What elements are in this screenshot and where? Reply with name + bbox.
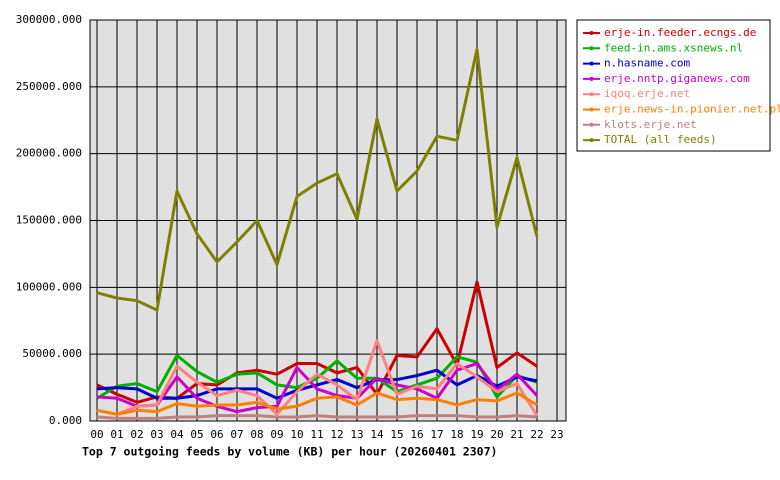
x-tick-label: 04 (170, 428, 184, 441)
series-line (96, 391, 538, 416)
x-tick-label: 05 (190, 428, 203, 441)
x-tick-label: 08 (250, 428, 263, 441)
y-tick-label: 250000.000 (16, 80, 82, 93)
legend-marker (589, 107, 594, 112)
x-tick-label: 09 (270, 428, 283, 441)
x-tick-label: 15 (390, 428, 403, 441)
x-tick-label: 19 (470, 428, 483, 441)
series-line (96, 354, 538, 400)
x-tick-label: 10 (290, 428, 303, 441)
x-tick-label: 02 (130, 428, 143, 441)
x-tick-label: 13 (350, 428, 363, 441)
y-tick-label: 0.000 (49, 414, 82, 427)
series-line (96, 47, 539, 312)
x-tick-label: 07 (230, 428, 243, 441)
y-tick-label: 200000.000 (16, 147, 82, 160)
y-tick-label: 150000.000 (16, 214, 82, 227)
series-line (96, 414, 538, 420)
legend-label: erje.news-in.pionier.net.pl (604, 103, 780, 116)
legend-marker (589, 138, 594, 143)
y-tick-label: 100000.000 (16, 280, 82, 293)
x-tick-label: 12 (330, 428, 343, 441)
x-tick-label: 18 (450, 428, 463, 441)
y-tick-label: 50000.000 (22, 347, 82, 360)
legend-box (576, 19, 771, 152)
x-tick-label: 16 (410, 428, 423, 441)
legend-label: klots.erje.net (604, 118, 697, 131)
x-tick-label: 06 (210, 428, 223, 441)
legend-marker (589, 92, 594, 97)
legend-label: erje-in.feeder.ecngs.de (604, 26, 756, 39)
chart-title: Top 7 outgoing feeds by volume (KB) per … (82, 445, 497, 459)
series-line (96, 339, 539, 417)
series-line (96, 368, 538, 400)
x-tick-label: 23 (550, 428, 563, 441)
x-tick-label: 14 (370, 428, 384, 441)
legend-marker (589, 122, 594, 127)
grid (90, 19, 566, 422)
legend-label: erje.nntp.giganews.com (604, 72, 750, 85)
legend-label: n.hasname.com (604, 57, 690, 70)
x-tick-label: 22 (530, 428, 543, 441)
legend-label: iqoq.erje.net (604, 87, 690, 100)
y-tick-label: 300000.000 (16, 13, 82, 26)
legend-label: feed-in.ams.xsnews.nl (604, 41, 743, 54)
x-tick-label: 20 (490, 428, 503, 441)
legend-marker (589, 46, 594, 51)
legend-marker (589, 76, 594, 81)
legend-marker (589, 61, 594, 66)
x-tick-label: 01 (110, 428, 123, 441)
legend-marker (589, 31, 594, 35)
x-tick-label: 17 (430, 428, 443, 441)
legend: erje-in.feeder.ecngs.de feed-in.ams.xsnew… (583, 26, 780, 146)
x-tick-label: 11 (310, 428, 323, 441)
lines (96, 47, 539, 420)
x-tick-label: 00 (90, 428, 103, 441)
x-tick-label: 21 (510, 428, 523, 441)
legend-label: TOTAL (all feeds) (604, 133, 717, 146)
plot-border (89, 19, 567, 422)
x-tick-label: 03 (150, 428, 163, 441)
